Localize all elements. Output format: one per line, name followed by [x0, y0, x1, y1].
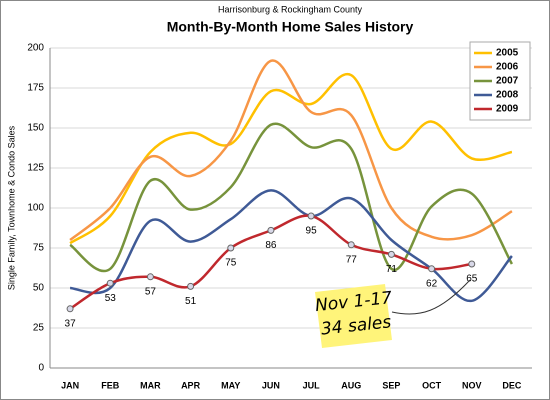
- y-tick-label: 125: [27, 163, 44, 174]
- x-tick-label: JUL: [303, 380, 321, 390]
- series-line: [69, 189, 513, 303]
- y-tick-label: 50: [33, 283, 45, 294]
- y-tick-label: 175: [27, 83, 44, 94]
- y-axis-label: Single Family, Townhome & Condo Sales: [6, 125, 16, 290]
- data-label: 57: [145, 286, 157, 297]
- legend-label: 2009: [496, 104, 519, 115]
- x-tick-label: SEP: [382, 380, 400, 390]
- data-point: [106, 279, 114, 287]
- data-label: 51: [185, 296, 197, 307]
- data-point: [347, 241, 355, 249]
- x-tick-label: MAY: [221, 380, 240, 390]
- x-tick-label: DEC: [502, 380, 522, 390]
- data-point: [267, 226, 275, 234]
- x-tick-label: JAN: [61, 380, 79, 390]
- data-label: 62: [426, 278, 438, 289]
- series-line: [69, 72, 513, 245]
- series-line: [69, 122, 514, 273]
- y-tick-label: 100: [27, 203, 44, 214]
- x-tick-label: JUN: [262, 380, 280, 390]
- x-tick-label: APR: [181, 380, 201, 390]
- data-label: 71: [386, 264, 398, 275]
- series-line: [69, 59, 513, 241]
- data-label: 37: [65, 318, 77, 329]
- data-point: [146, 273, 154, 281]
- data-point: [187, 282, 195, 290]
- legend-label: 2007: [496, 76, 519, 87]
- data-label: 95: [306, 226, 318, 237]
- data-point: [428, 265, 436, 273]
- y-tick-label: 150: [27, 123, 44, 134]
- data-point: [387, 250, 395, 258]
- data-label: 75: [225, 258, 237, 269]
- y-tick-label: 200: [27, 43, 44, 54]
- data-point: [66, 305, 74, 313]
- y-tick-label: 0: [38, 363, 44, 374]
- legend-label: 2008: [496, 90, 519, 101]
- annotation-highlight: [315, 284, 392, 348]
- annotation-arrow: [391, 279, 471, 315]
- x-tick-label: MAR: [140, 380, 161, 390]
- x-tick-label: NOV: [462, 380, 482, 390]
- data-label: 86: [265, 240, 277, 251]
- x-tick-label: OCT: [422, 380, 442, 390]
- chart-subtitle: Harrisonburg & Rockingham County: [218, 4, 363, 14]
- data-label: 65: [466, 274, 478, 285]
- data-point: [227, 244, 235, 252]
- y-tick-label: 25: [33, 323, 45, 334]
- y-tick-label: 75: [33, 243, 45, 254]
- data-point: [468, 260, 476, 268]
- legend-label: 2005: [496, 48, 519, 59]
- legend-label: 2006: [496, 62, 519, 73]
- data-point: [307, 212, 315, 220]
- x-tick-label: AUG: [341, 380, 361, 390]
- chart-title: Month-By-Month Home Sales History: [167, 19, 414, 35]
- x-tick-label: FEB: [101, 380, 120, 390]
- data-label: 53: [105, 293, 117, 304]
- data-label: 77: [346, 254, 358, 265]
